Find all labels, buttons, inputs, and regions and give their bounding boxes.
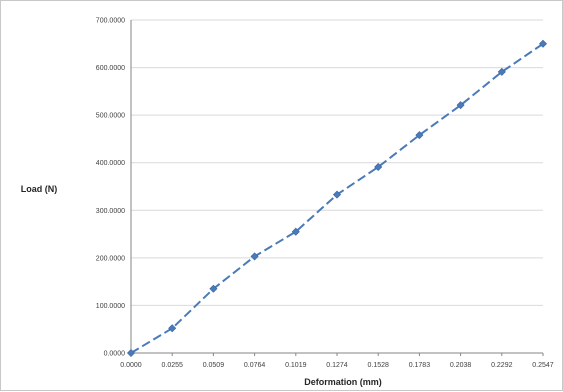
x-tick-label: 0.1528 xyxy=(367,362,389,369)
data-series xyxy=(126,39,548,358)
x-tick-label: 0.2547 xyxy=(532,362,554,369)
data-point xyxy=(126,348,136,358)
x-tick-label: 0.0255 xyxy=(161,362,183,369)
x-tick-label: 0.2038 xyxy=(450,362,472,369)
data-point xyxy=(456,101,465,110)
data-point xyxy=(497,67,506,76)
x-tick-label: 0.1783 xyxy=(409,362,431,369)
data-point xyxy=(209,284,218,293)
data-point xyxy=(374,162,383,172)
axes xyxy=(130,20,544,356)
y-tick-label: 500.0000 xyxy=(96,113,125,120)
x-tick-label: 0.1019 xyxy=(285,362,307,369)
data-point xyxy=(250,252,259,261)
x-tick-label: 0.0000 xyxy=(120,362,142,369)
y-tick-label: 0.0000 xyxy=(104,351,126,358)
x-tick-label: 0.1274 xyxy=(326,362,348,369)
y-axis-title: Load (N) xyxy=(21,184,58,194)
y-tick-label: 700.0000 xyxy=(96,18,125,25)
x-tick-label: 0.2292 xyxy=(491,362,513,369)
y-tick-label: 200.0000 xyxy=(96,255,125,262)
y-tick-label: 400.0000 xyxy=(96,160,125,167)
x-tick-label: 0.0509 xyxy=(203,362,225,369)
data-point xyxy=(291,227,300,236)
data-point xyxy=(538,39,548,48)
y-tick-label: 600.0000 xyxy=(96,65,125,72)
data-point xyxy=(332,190,342,199)
y-tick-labels: 0.0000 100.0000 200.0000 300.0000 400.0000 50… xyxy=(96,18,125,358)
x-axis-title: Deformation (mm) xyxy=(304,377,382,387)
x-tick-labels: 0.0000 0.0255 0.0509 0.0764 0.1019 0.1274 0.15… xyxy=(120,362,554,369)
y-tick-label: 100.0000 xyxy=(96,303,125,310)
y-tick-label: 300.0000 xyxy=(96,208,125,215)
gridlines xyxy=(131,19,543,354)
data-point xyxy=(168,324,177,333)
x-tick-label: 0.0764 xyxy=(244,362,266,369)
data-point xyxy=(415,131,424,140)
